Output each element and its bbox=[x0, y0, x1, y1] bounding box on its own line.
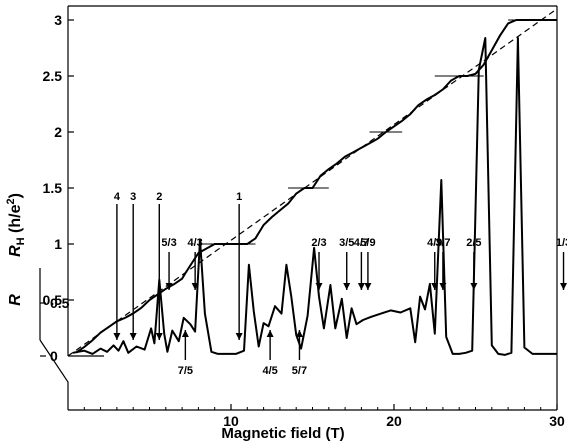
r-axis-bracket bbox=[39, 339, 69, 410]
annotation-label: 4 bbox=[114, 191, 121, 203]
annotation-arrow-head bbox=[235, 333, 243, 340]
annotation-arrow-head bbox=[129, 333, 137, 340]
annotation-label: 4/9 bbox=[427, 237, 442, 249]
hall-axis-title-sup: 2 bbox=[5, 198, 17, 204]
annotation-arrow-head bbox=[439, 283, 447, 290]
annotation-label: 5/7 bbox=[292, 365, 307, 377]
annotation-arrow-head bbox=[315, 283, 323, 290]
annotation-label: 4/3 bbox=[187, 237, 202, 249]
hall-tick-label: 0.5 bbox=[43, 292, 63, 308]
plateau-markers bbox=[201, 19, 557, 245]
annotation-arrow-head bbox=[470, 283, 478, 290]
annotation-arrow-head bbox=[357, 283, 365, 290]
annotation-arrow-head bbox=[364, 283, 372, 290]
hall-axis-title-close: ) bbox=[7, 193, 24, 198]
annotation-arrow-head bbox=[295, 330, 303, 337]
x-tick-label: 30 bbox=[549, 413, 565, 429]
hall-axis-title-sub: H bbox=[15, 237, 27, 245]
annotation-label: 3/5 bbox=[339, 237, 354, 249]
trace-layer bbox=[67, 8, 558, 357]
annotation-label: 2/5 bbox=[466, 237, 481, 249]
annotation-arrow-head bbox=[165, 283, 173, 290]
annotation-arrow-head bbox=[191, 283, 199, 290]
r-axis-title: R bbox=[7, 294, 24, 306]
hall-tick-label: 2.5 bbox=[43, 68, 63, 84]
x-axis-title: Magnetic field (T) bbox=[221, 425, 344, 442]
annotation-label: 5/9 bbox=[360, 237, 375, 249]
annotation-arrow-head bbox=[266, 330, 274, 337]
x-tick-label: 20 bbox=[386, 413, 402, 429]
annotation-layer: 4 3 2 1 5/3 4/3 7/5 4/5 5/7 2/3 3/5 4/75/9 4/93/7 2/5… bbox=[113, 191, 567, 377]
annotation-label: 2/3 bbox=[311, 237, 326, 249]
annotation-label: 4/7 bbox=[354, 237, 369, 249]
x-tick-label: 10 bbox=[223, 413, 239, 429]
annotation-label: 2 bbox=[156, 191, 162, 203]
hall-axis-title-rest: (h/e bbox=[7, 204, 24, 237]
hall-tick-label: 3 bbox=[54, 12, 62, 28]
annotation-arrow-head bbox=[560, 283, 567, 290]
annotation-arrow-head bbox=[181, 330, 189, 337]
annotation-arrow-head bbox=[343, 283, 351, 290]
r-tick-label: 0.5 bbox=[50, 295, 70, 311]
hall-resistance-trace bbox=[75, 19, 557, 354]
annotation-label: 1 bbox=[236, 191, 242, 203]
annotation-label: 4/5 bbox=[262, 365, 277, 377]
annotation-label: 1/3 bbox=[556, 237, 567, 249]
r-tick-label: 0 bbox=[50, 348, 58, 364]
annotation-label: 7/5 bbox=[178, 365, 193, 377]
annotation-arrow-head bbox=[155, 333, 163, 340]
hall-axis-title-main: R bbox=[7, 245, 24, 257]
classical-hall-line bbox=[67, 8, 558, 357]
longitudinal-resistance-trace bbox=[72, 37, 557, 356]
hall-tick-label: 2 bbox=[54, 124, 62, 140]
annotation-label: 3/7 bbox=[435, 237, 450, 249]
annotation-arrow-head bbox=[113, 333, 121, 340]
hall-tick-label: 1 bbox=[54, 236, 62, 252]
annotation-arrow-head bbox=[431, 283, 439, 290]
hall-axis-title: RH (h/e2) bbox=[5, 193, 27, 257]
annotation-label: 3 bbox=[130, 191, 136, 203]
annotation-label: 5/3 bbox=[161, 237, 176, 249]
hall-tick-label: 1.5 bbox=[43, 180, 63, 196]
